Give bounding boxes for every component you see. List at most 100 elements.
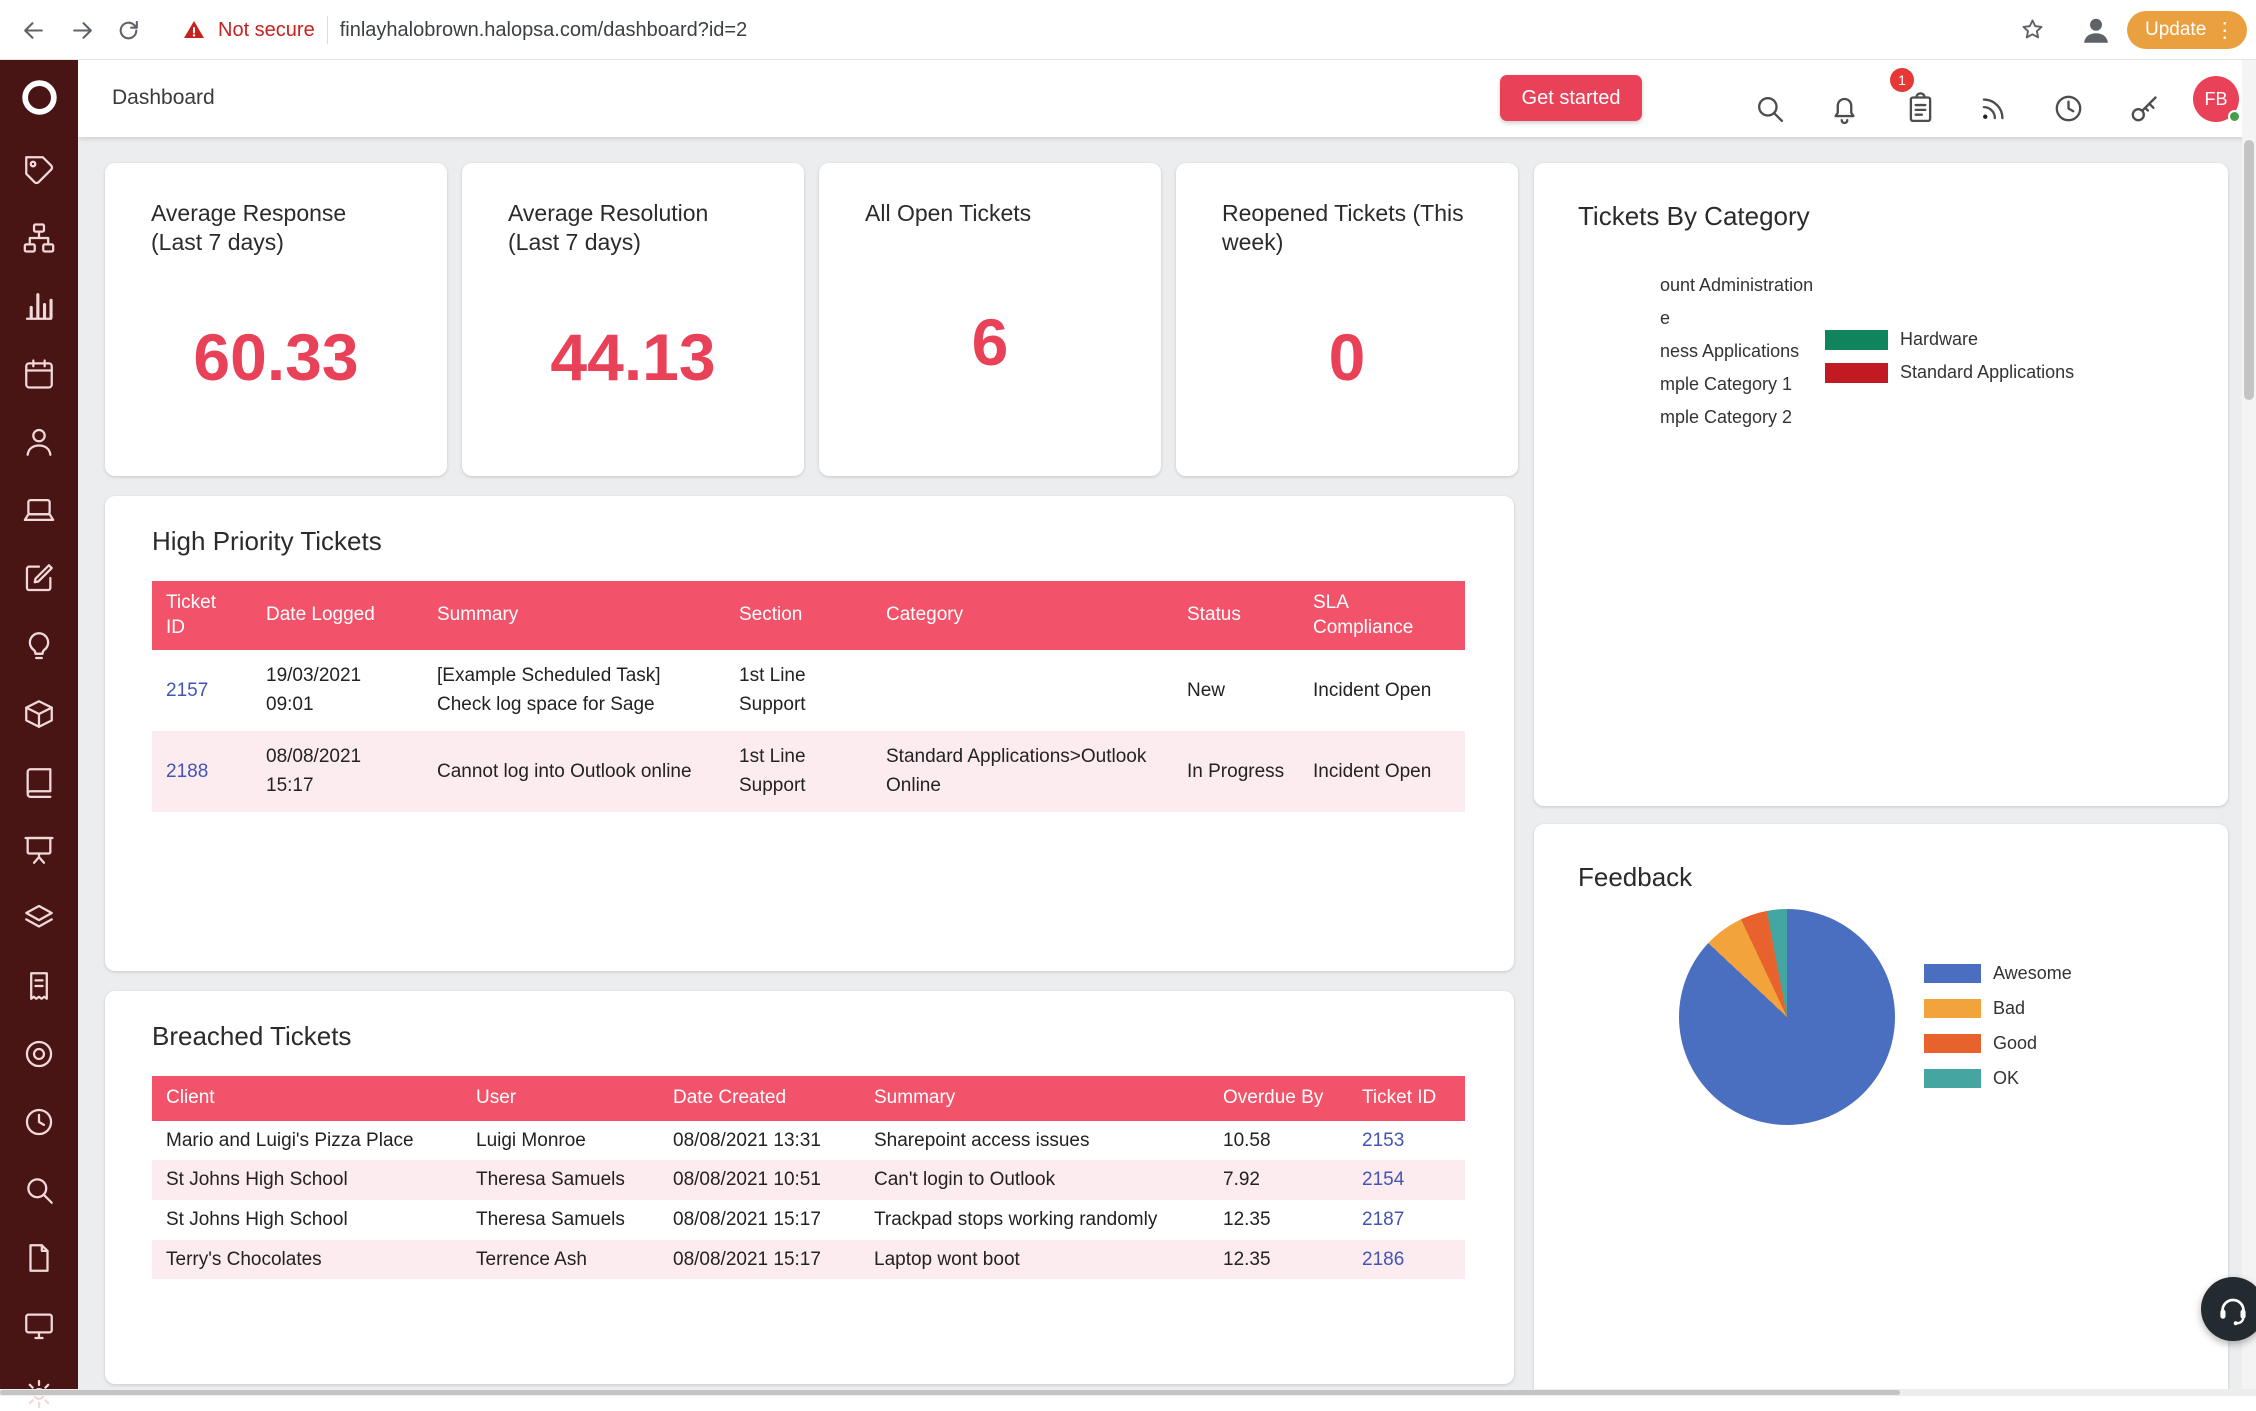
ticket-id-link[interactable]: 2186 (1362, 1249, 1404, 1270)
cell-status: In Progress (1173, 731, 1299, 812)
ticket-id-link[interactable]: 2154 (1362, 1169, 1404, 1190)
table-header-row: Client User Date Created Summary Overdue… (152, 1076, 1465, 1121)
table-row[interactable]: Terry's Chocolates Terrence Ash 08/08/20… (152, 1240, 1465, 1280)
legend-label: Bad (1993, 998, 2025, 1019)
ticket-id-link[interactable]: 2157 (166, 680, 208, 701)
axis-label: mple Category 2 (1660, 401, 1813, 434)
cell-client: Mario and Luigi's Pizza Place (152, 1121, 462, 1161)
devices-icon[interactable] (22, 1309, 56, 1343)
column-header: Summary (860, 1076, 1209, 1121)
cell-sla: Incident Open (1299, 731, 1465, 812)
address-bar[interactable]: Not secure finlayhalobrown.halopsa.com/d… (182, 0, 747, 60)
legend-item-ok: OK (1924, 1068, 2072, 1089)
dashboard-content: Average Response (Last 7 days) 60.33 Ave… (78, 137, 2256, 1396)
legend-swatch (1825, 363, 1888, 383)
api-key-icon[interactable] (2124, 88, 2164, 128)
column-header: Status (1173, 581, 1299, 650)
update-label: Update (2145, 19, 2206, 41)
horizontal-scrollbar[interactable] (0, 1389, 2256, 1396)
search-icon[interactable] (1749, 88, 1789, 128)
actions-icon[interactable] (22, 561, 56, 595)
table-row[interactable]: 2188 08/08/2021 15:17 Cannot log into Ou… (152, 731, 1465, 812)
cell-overdue-by: 10.58 (1209, 1121, 1348, 1161)
history-clock-icon[interactable] (2048, 88, 2088, 128)
column-header: Ticket ID (152, 581, 252, 650)
legend-swatch (1825, 330, 1888, 350)
browser-back-icon[interactable] (16, 13, 50, 47)
card-title: High Priority Tickets (152, 526, 1467, 557)
sidebar (0, 60, 78, 1396)
reports-icon[interactable] (22, 289, 56, 323)
legend-item-bad: Bad (1924, 998, 2072, 1019)
products-icon[interactable] (22, 697, 56, 731)
stat-value: 6 (865, 228, 1115, 456)
browser-update-button[interactable]: Update ⋮ (2127, 11, 2247, 49)
ticket-id-link[interactable]: 2187 (1362, 1209, 1404, 1230)
online-status-dot (2228, 110, 2241, 123)
browser-profile-icon[interactable] (2078, 12, 2114, 48)
legend-item-good: Good (1924, 1033, 2072, 1054)
legend-label: OK (1993, 1068, 2019, 1089)
news-clipboard-icon[interactable] (1900, 88, 1940, 128)
presentations-icon[interactable] (22, 833, 56, 867)
invoices-icon[interactable] (22, 969, 56, 1003)
rss-feed-icon[interactable] (1973, 88, 2013, 128)
notifications-bell-icon[interactable] (1824, 88, 1864, 128)
table-row[interactable]: St Johns High School Theresa Samuels 08/… (152, 1160, 1465, 1200)
cell-date-logged: 08/08/2021 15:17 (252, 731, 423, 812)
vertical-scrollbar-thumb[interactable] (2244, 140, 2254, 400)
cell-category: Standard Applications>Outlook Online (872, 731, 1173, 812)
axis-label: ness Applications (1660, 335, 1813, 368)
stat-value: 60.33 (151, 258, 401, 456)
cell-overdue-by: 12.35 (1209, 1200, 1348, 1240)
timesheets-icon[interactable] (22, 1105, 56, 1139)
ideas-icon[interactable] (22, 629, 56, 663)
table-row[interactable]: St Johns High School Theresa Samuels 08/… (152, 1200, 1465, 1240)
users-icon[interactable] (22, 425, 56, 459)
browser-forward-icon[interactable] (65, 13, 99, 47)
cell-summary: Sharepoint access issues (860, 1121, 1209, 1161)
live-chat-button[interactable] (2201, 1277, 2256, 1341)
ticket-id-link[interactable]: 2153 (1362, 1130, 1404, 1151)
cell-overdue-by: 12.35 (1209, 1240, 1348, 1280)
legend-label: Good (1993, 1033, 2037, 1054)
breached-tickets-card: Breached Tickets Client User Date Create… (105, 991, 1514, 1384)
documents-icon[interactable] (22, 1241, 56, 1275)
legend-label: Standard Applications (1900, 362, 2074, 383)
feedback-pie-chart (1679, 909, 1895, 1125)
inventory-icon[interactable] (22, 901, 56, 935)
ticket-id-link[interactable]: 2188 (166, 761, 208, 782)
knowledge-base-icon[interactable] (22, 765, 56, 799)
stat-card-reopened-tickets: Reopened Tickets (This week) 0 (1176, 163, 1518, 476)
table-row[interactable]: Mario and Luigi's Pizza Place Luigi Monr… (152, 1121, 1465, 1161)
browser-reload-icon[interactable] (111, 13, 145, 47)
security-label[interactable]: Not secure (218, 19, 315, 42)
horizontal-scrollbar-thumb[interactable] (0, 1390, 1900, 1395)
user-avatar[interactable]: FB (2193, 76, 2239, 122)
axis-label: e (1660, 302, 1813, 335)
category-axis-labels: ount Administration e ness Applications … (1660, 269, 1813, 434)
legend-item-awesome: Awesome (1924, 963, 2072, 984)
cell-client: Terry's Chocolates (152, 1240, 462, 1280)
bookmark-star-icon[interactable] (2019, 16, 2046, 43)
table-row[interactable]: 2157 19/03/2021 09:01 [Example Scheduled… (152, 650, 1465, 731)
vertical-scrollbar[interactable] (2242, 60, 2256, 1390)
halo-logo-icon[interactable] (18, 76, 61, 119)
get-started-button[interactable]: Get started (1500, 75, 1642, 121)
url-text[interactable]: finlayhalobrown.halopsa.com/dashboard?id… (340, 19, 748, 42)
tickets-icon[interactable] (22, 153, 56, 187)
calendar-icon[interactable] (22, 357, 56, 391)
cell-user: Theresa Samuels (462, 1200, 659, 1240)
cell-date-created: 08/08/2021 15:17 (659, 1200, 860, 1240)
tickets-by-category-card: Tickets By Category ount Administration … (1534, 163, 2228, 806)
column-header: Overdue By (1209, 1076, 1348, 1121)
legend-label: Hardware (1900, 329, 1978, 350)
assets-icon[interactable] (22, 493, 56, 527)
sales-icon[interactable] (22, 1037, 56, 1071)
browser-menu-icon[interactable]: ⋮ (2214, 20, 2235, 41)
legend-swatch (1924, 964, 1981, 983)
cell-section: 1st Line Support (725, 650, 872, 731)
column-header: Client (152, 1076, 462, 1121)
search-sidebar-icon[interactable] (22, 1173, 56, 1207)
organization-icon[interactable] (22, 221, 56, 255)
